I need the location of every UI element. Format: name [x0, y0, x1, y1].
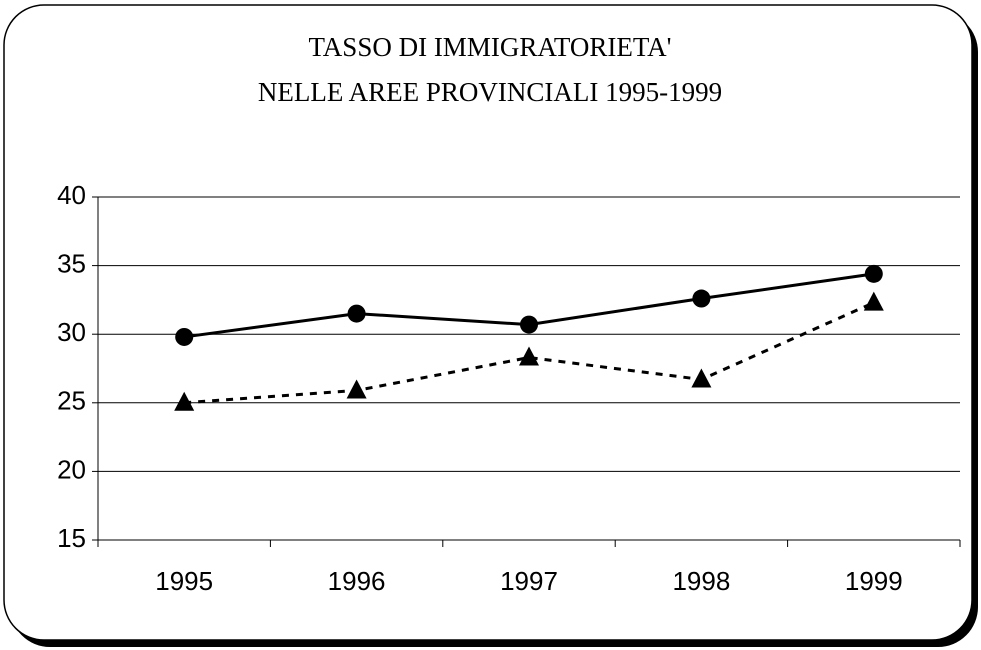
point-marker: [519, 346, 539, 366]
chart-title: NELLE AREE PROVINCIALI 1995-1999: [258, 77, 722, 107]
y-tick-label: 25: [57, 386, 86, 416]
series-line: [184, 301, 875, 405]
x-tick-label: 1995: [155, 566, 213, 596]
x-tick-label: 1996: [328, 566, 386, 596]
point-marker: [346, 379, 367, 399]
x-tick-label: 1997: [500, 566, 558, 596]
y-tick-label: 15: [57, 523, 86, 553]
point-marker: [691, 368, 712, 388]
y-tick-label: 20: [57, 454, 86, 484]
y-tick-label: 40: [57, 180, 86, 210]
point-marker: [175, 327, 194, 346]
chart-title: TASSO DI IMMIGRATORIETA': [308, 32, 671, 62]
y-tick-label: 30: [57, 317, 86, 347]
x-tick-label: 1998: [672, 566, 730, 596]
point-marker: [174, 391, 195, 411]
y-tick-label: 35: [57, 248, 86, 278]
x-tick-label: 1999: [845, 566, 903, 596]
point-marker: [864, 264, 883, 283]
point-marker: [863, 291, 884, 311]
point-marker: [692, 289, 711, 308]
point-marker: [347, 304, 366, 323]
point-marker: [520, 315, 538, 334]
